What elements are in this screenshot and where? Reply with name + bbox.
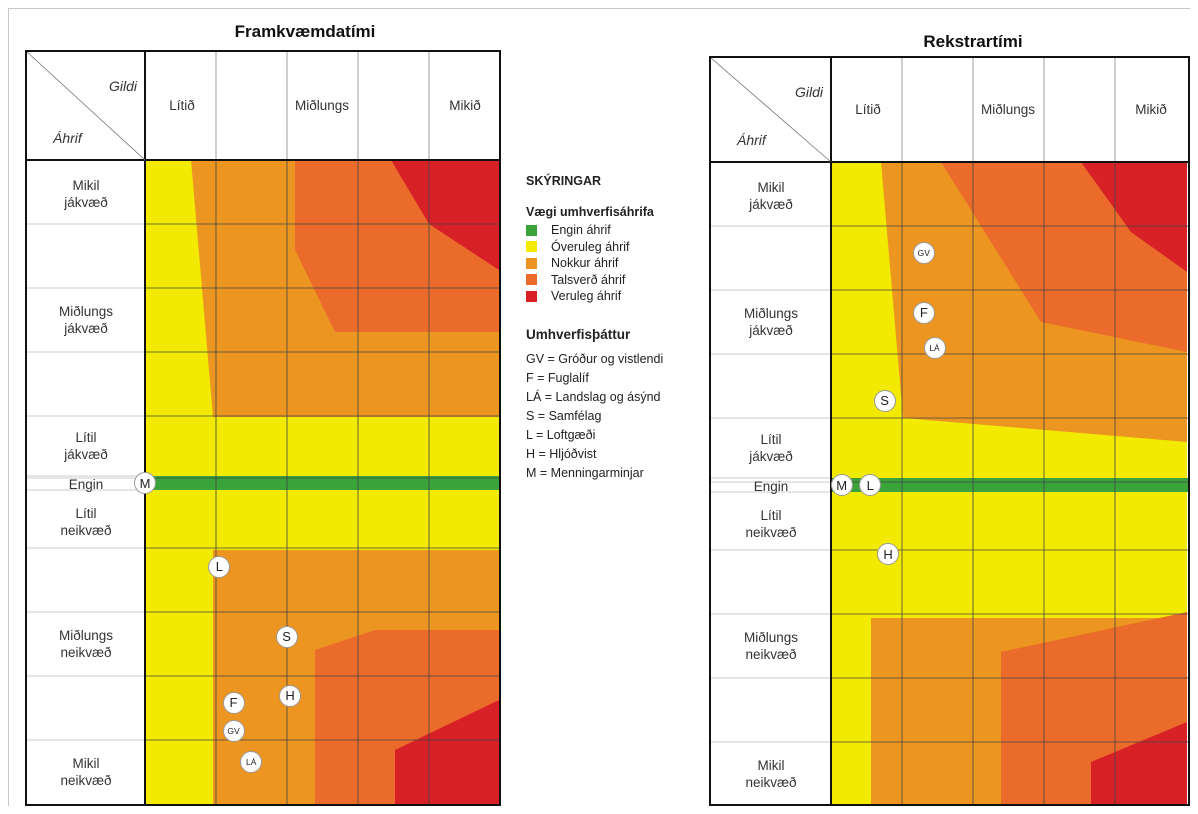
legend-item-label: Talsverð áhrif xyxy=(551,272,626,287)
marker-h: H xyxy=(279,684,302,707)
impact-zone-veruleg xyxy=(1081,162,1187,272)
column-label: Lítið xyxy=(169,98,195,113)
legend-swatch xyxy=(526,241,537,253)
legend-factor: M = Menningarminjar xyxy=(526,465,644,480)
column-label: Miðlungs xyxy=(980,102,1036,117)
row-label: Mikil jákvæð xyxy=(749,180,793,212)
row-label: Miðlungs jákvæð xyxy=(743,306,799,338)
right-impact-matrix: Gildi Áhrif Lítið Miðlungs Mikið Mikil jákvæð… xyxy=(709,56,1190,806)
left-chart-title: Framkvæmdatími xyxy=(234,22,376,41)
legend-item-label: Veruleg áhrif xyxy=(551,289,622,304)
legend-item-label: Engin áhrif xyxy=(551,223,611,238)
legend-swatch xyxy=(526,224,537,236)
row-label: Lítil jákvæð xyxy=(749,432,793,464)
legend-factor-heading: Umhverfisþáttur xyxy=(526,326,631,342)
legend-weight-heading: Vægi umhverfisáhrifa xyxy=(526,205,654,219)
row-label: Lítil neikvæð xyxy=(60,506,112,538)
impact-zone-veruleg xyxy=(391,160,499,270)
corner-label-gildi: Gildi xyxy=(795,84,824,100)
row-label: Mikil neikvæð xyxy=(745,758,797,790)
corner-diagonal xyxy=(711,58,832,163)
marker-gv: GV xyxy=(912,242,935,265)
marker-s: S xyxy=(873,389,896,412)
legend-item: Talsverð áhrif xyxy=(526,272,706,289)
marker-f: F xyxy=(912,301,935,324)
legend-factor: H = Hljóðvist xyxy=(526,446,597,461)
corner-diagonal xyxy=(27,52,146,161)
impact-zone-engin xyxy=(831,478,1188,492)
legend-item: Nokkur áhrif xyxy=(526,255,706,272)
column-label: Lítið xyxy=(855,102,881,117)
legend-item: Engin áhrif xyxy=(526,222,706,239)
column-label: Mikið xyxy=(449,98,481,113)
marker-m: M xyxy=(134,472,156,494)
column-label: Mikið xyxy=(1135,102,1167,117)
legend-item: Veruleg áhrif xyxy=(526,288,706,305)
legend-item-label: Óveruleg áhrif xyxy=(551,239,630,254)
corner-label-gildi: Gildi xyxy=(109,78,138,94)
right-chart-title: Rekstrartími xyxy=(923,32,1023,51)
column-label: Miðlungs xyxy=(294,98,350,113)
row-label: Engin xyxy=(68,476,104,492)
corner-label-ahrif: Áhrif xyxy=(737,132,766,148)
legend-swatch xyxy=(526,257,537,269)
legend-factor-list: GV = Gróður og vistlendi F = Fuglalíf LÁ =… xyxy=(526,350,706,483)
row-label: Mikil jákvæð xyxy=(64,178,108,210)
legend-swatch xyxy=(526,290,537,302)
left-impact-matrix: Gildi Áhrif Lítið Miðlungs Mikið Mikil jákvæð… xyxy=(25,50,501,806)
row-label: Engin xyxy=(753,478,789,494)
marker-lá: LÁ xyxy=(923,337,946,360)
figure-frame xyxy=(8,8,1190,806)
row-label: Mikil neikvæð xyxy=(60,756,112,788)
legend-item-label: Nokkur áhrif xyxy=(551,256,619,271)
marker-s: S xyxy=(275,625,298,648)
marker-lá: LÁ xyxy=(240,751,263,774)
impact-zone-engin xyxy=(145,476,499,490)
row-label: Lítil neikvæð xyxy=(745,508,797,540)
row-label: Miðlungs neikvæð xyxy=(58,628,114,660)
row-label: Lítil jákvæð xyxy=(64,430,108,462)
legend-swatch xyxy=(526,274,537,286)
legend-weight-list: Engin áhrif Óveruleg áhrif Nokkur áhrif Tal… xyxy=(526,222,706,305)
corner-label-ahrif: Áhrif xyxy=(53,130,82,146)
legend-heading: SKÝRINGAR xyxy=(526,174,602,188)
row-label: Miðlungs neikvæð xyxy=(743,630,799,662)
marker-l: L xyxy=(859,474,882,496)
legend-factor: GV = Gróður og vistlendi xyxy=(526,351,664,366)
legend-factor: L = Loftgæði xyxy=(526,427,596,442)
marker-gv: GV xyxy=(222,719,245,742)
impact-zone-veruleg xyxy=(395,700,499,804)
legend: SKÝRINGAR Vægi umhverfisáhrifa Engin áhr… xyxy=(526,172,706,483)
legend-item: Óveruleg áhrif xyxy=(526,239,706,256)
marker-f: F xyxy=(222,691,245,714)
legend-factor: LÁ = Landslag og ásýnd xyxy=(526,389,661,404)
legend-factor: S = Samfélag xyxy=(526,408,602,423)
legend-factor: F = Fuglalíf xyxy=(526,370,589,385)
marker-m: M xyxy=(830,474,853,496)
marker-h: H xyxy=(877,543,900,566)
row-label: Miðlungs jákvæð xyxy=(58,304,114,336)
marker-l: L xyxy=(208,555,231,578)
matrix-svg xyxy=(27,52,499,804)
